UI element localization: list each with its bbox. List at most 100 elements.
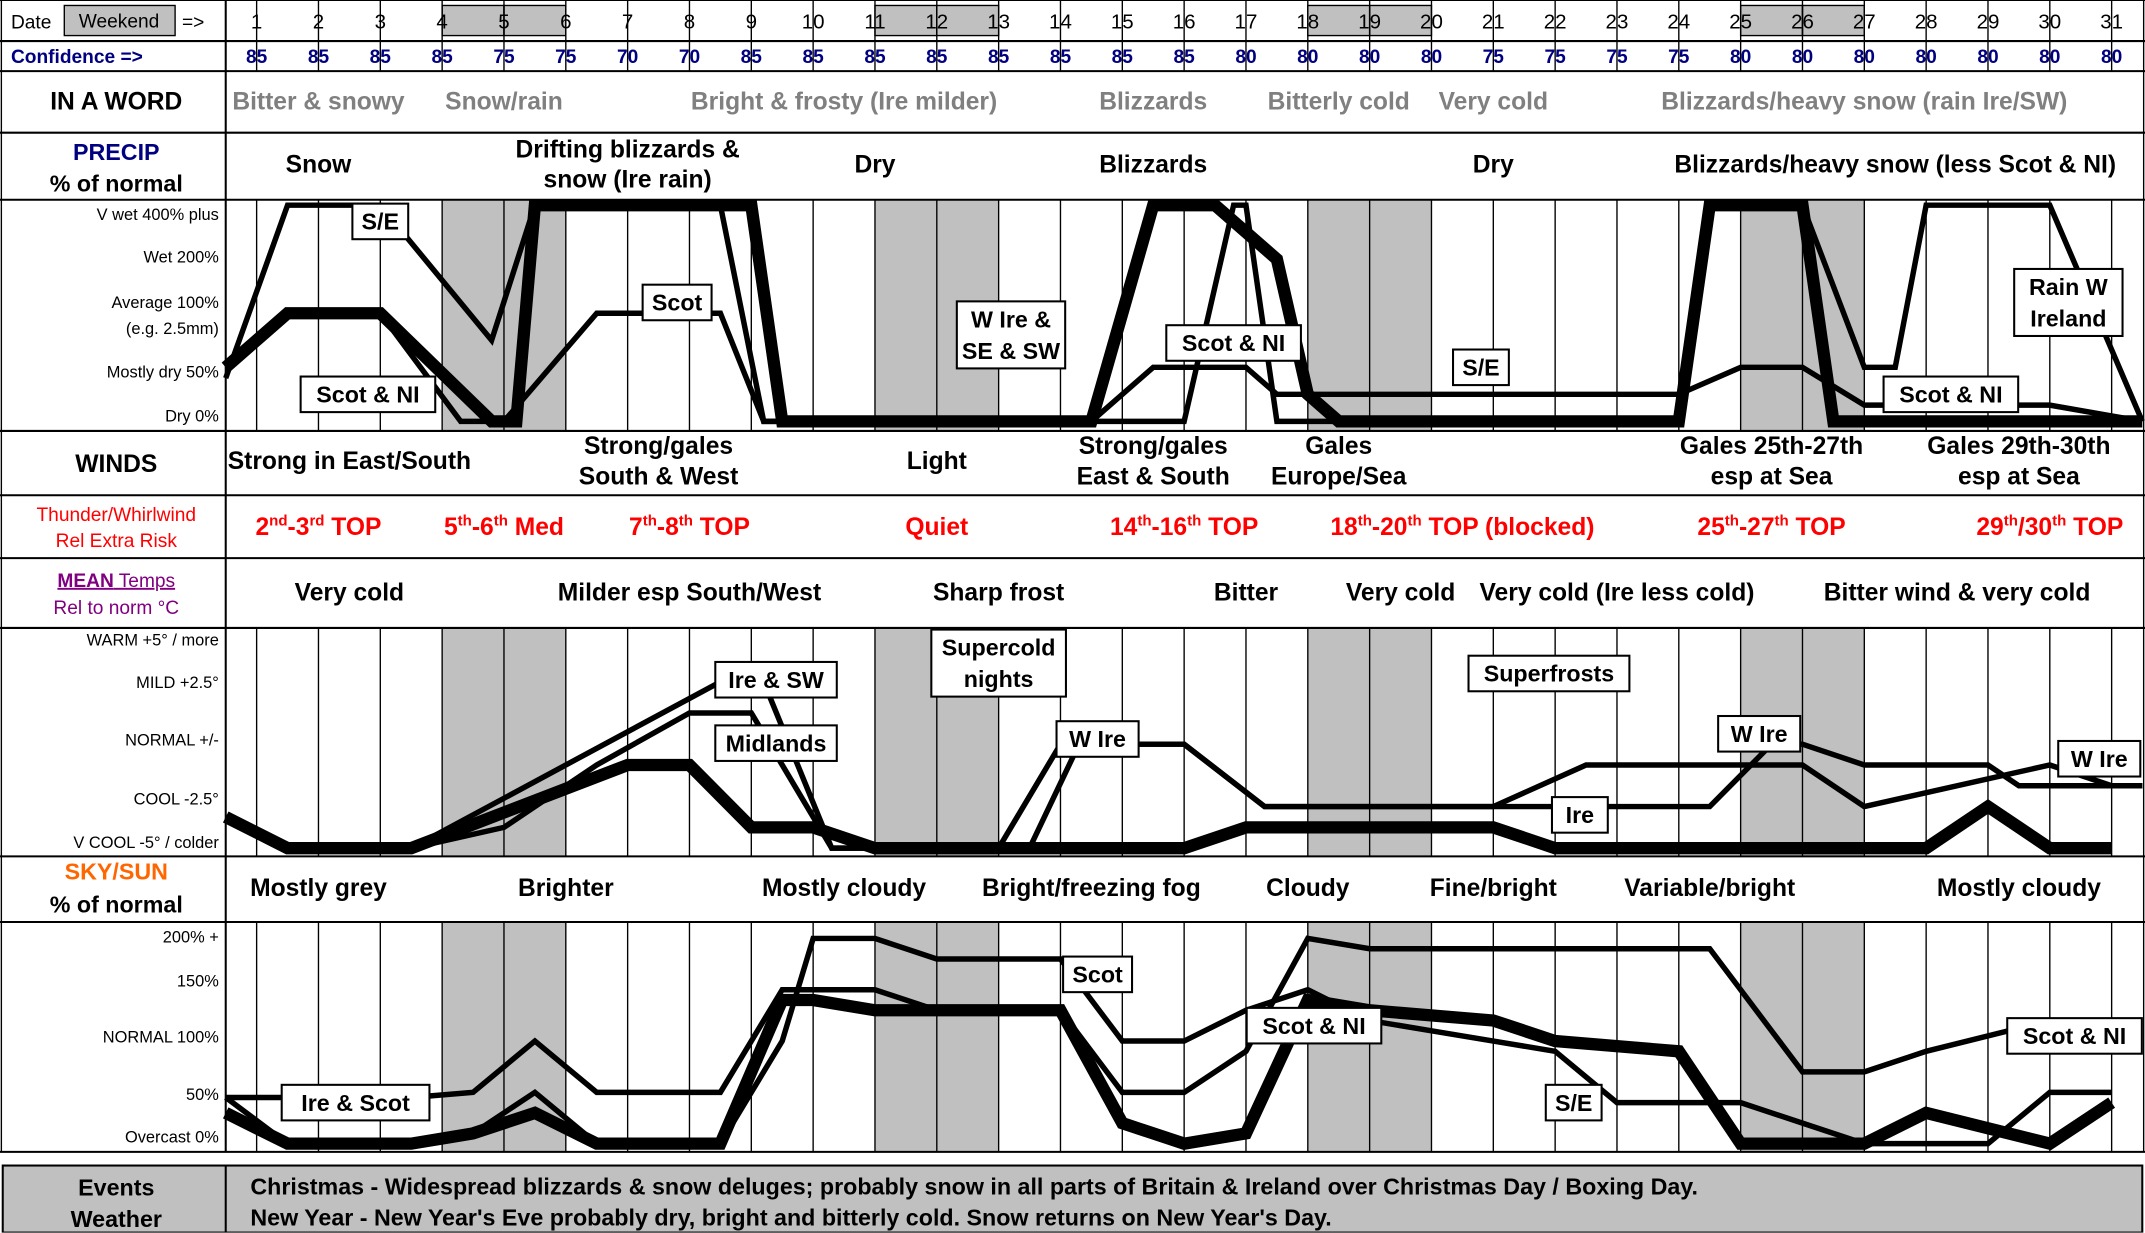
- thunder-superscript: th: [458, 512, 472, 529]
- thunder-part: -8: [657, 514, 679, 541]
- weekend-shade: [1740, 199, 1803, 431]
- thunder-part: TOP: [1201, 514, 1258, 541]
- callout-box: [299, 375, 437, 414]
- confidence-value: 85: [926, 47, 948, 68]
- confidence-value: 80: [1915, 47, 1936, 68]
- confidence-value: 85: [988, 47, 1010, 68]
- sky-summary: Mostly cloudy: [762, 875, 926, 902]
- precip-series-line: [223, 202, 2145, 425]
- thunder-superscript: th: [1725, 512, 1739, 529]
- precip-summary: Dry: [1473, 151, 1514, 178]
- confidence-value: 85: [864, 47, 886, 68]
- precip-tick: (e.g. 2.5mm): [126, 320, 219, 338]
- date-label: Date: [11, 13, 51, 34]
- temp-summary: Sharp frost: [933, 580, 1064, 607]
- callout-box: [641, 283, 713, 322]
- confidence-value: 75: [493, 47, 515, 68]
- confidence-value: 85: [431, 47, 453, 68]
- mean-label-rest: Temps: [114, 571, 175, 592]
- sky-tick: 200% +: [163, 929, 219, 947]
- precip-tick: Wet 200%: [143, 249, 218, 267]
- confidence-value: 75: [1544, 47, 1566, 68]
- thunder-superscript: th: [1775, 512, 1789, 529]
- temp-callout: nights: [964, 666, 1034, 692]
- day-number: 6: [560, 11, 571, 34]
- thunder-risk-text: 5th-6th Med: [444, 512, 564, 541]
- weekend-shade: [1802, 922, 1865, 1152]
- temp-callout: Midlands: [726, 730, 827, 756]
- temp-tick: MILD +2.5°: [136, 674, 219, 692]
- weekend-shade: [874, 922, 937, 1152]
- confidence-value: 80: [1792, 47, 1813, 68]
- precip-callout: Scot & NI: [1899, 382, 2002, 408]
- day-number: 23: [1606, 11, 1629, 34]
- confidence-value: 85: [246, 47, 268, 68]
- confidence-value: 80: [1730, 47, 1751, 68]
- winds-text: South & West: [579, 463, 739, 490]
- in-a-word-text: Bright & frosty (Ire milder): [691, 88, 997, 115]
- precip-series-line: [223, 310, 2143, 425]
- precip-callout: SE & SW: [962, 338, 1060, 364]
- winds-text: esp at Sea: [1958, 463, 2080, 490]
- callout-box: [930, 628, 1067, 698]
- precip-summary: snow (Ire rain): [544, 166, 712, 193]
- weekend-shade: [1740, 5, 1803, 36]
- day-number: 14: [1049, 11, 1072, 34]
- day-number: 31: [2100, 11, 2123, 34]
- in-a-word-text: Bitterly cold: [1268, 88, 1410, 115]
- winds-text: Light: [907, 448, 967, 475]
- confidence-value: 85: [1112, 47, 1134, 68]
- temp-callout: Superfrosts: [1484, 661, 1615, 687]
- confidence-value: 75: [1483, 47, 1505, 68]
- winds-text: Strong in East/South: [228, 448, 471, 475]
- confidence-label: Confidence =>: [11, 47, 143, 68]
- precip-label: PRECIP: [73, 139, 160, 165]
- thunder-risk-text: 25th-27th TOP: [1697, 512, 1845, 541]
- sky-tick: 50%: [186, 1086, 219, 1104]
- confidence-value: 85: [802, 47, 824, 68]
- winds-text: Gales 25th-27th: [1680, 433, 1863, 460]
- thunder-superscript: th: [1407, 512, 1421, 529]
- callout-box: [2006, 1017, 2143, 1055]
- winds-text: East & South: [1077, 463, 1230, 490]
- precip-callout: Scot: [652, 290, 703, 316]
- confidence-value: 85: [370, 47, 392, 68]
- precip-summary: Drifting blizzards &: [516, 136, 740, 163]
- confidence-value: 80: [1235, 47, 1256, 68]
- day-number: 30: [2038, 11, 2061, 34]
- in-a-word-text: Very cold: [1439, 88, 1548, 115]
- temp-summary: Milder esp South/West: [558, 580, 821, 607]
- thunder-part: -3: [288, 514, 310, 541]
- callout-box: [351, 202, 410, 241]
- confidence-value: 80: [1359, 47, 1380, 68]
- winds-text: Gales: [1305, 433, 1372, 460]
- winds-text: Strong/gales: [1079, 433, 1228, 460]
- precip-callout: S/E: [1462, 355, 1499, 381]
- precip-summary: Blizzards: [1099, 151, 1207, 178]
- temp-tick: COOL -2.5°: [134, 790, 219, 808]
- confidence-value: 70: [679, 47, 700, 68]
- sky-summary: Brighter: [518, 875, 614, 902]
- day-number: 15: [1111, 11, 1134, 34]
- callout-box: [1055, 720, 1140, 758]
- day-number: 2: [313, 11, 324, 34]
- winds-text: Europe/Sea: [1271, 463, 1407, 490]
- confidence-value: 75: [1668, 47, 1690, 68]
- weekend-shade: [1802, 5, 1865, 36]
- thunder-part: Quiet: [905, 514, 968, 541]
- winds-text: Strong/gales: [584, 433, 733, 460]
- day-number: 1: [251, 11, 262, 34]
- temp-series-line: [410, 710, 2143, 851]
- weekend-shade: [936, 5, 999, 36]
- thunder-part: TOP: [693, 514, 750, 541]
- day-number: 29: [1977, 11, 2000, 34]
- temp-tick: WARM +5° / more: [87, 632, 219, 650]
- temp-summary: Very cold: [295, 580, 404, 607]
- confidence-value: 75: [1606, 47, 1628, 68]
- thunder-part: 18: [1330, 514, 1357, 541]
- weekend-shade: [1307, 627, 1370, 857]
- confidence-value: 80: [2101, 47, 2122, 68]
- winds-text: Gales 29th-30th: [1927, 433, 2110, 460]
- day-number: 8: [684, 11, 695, 34]
